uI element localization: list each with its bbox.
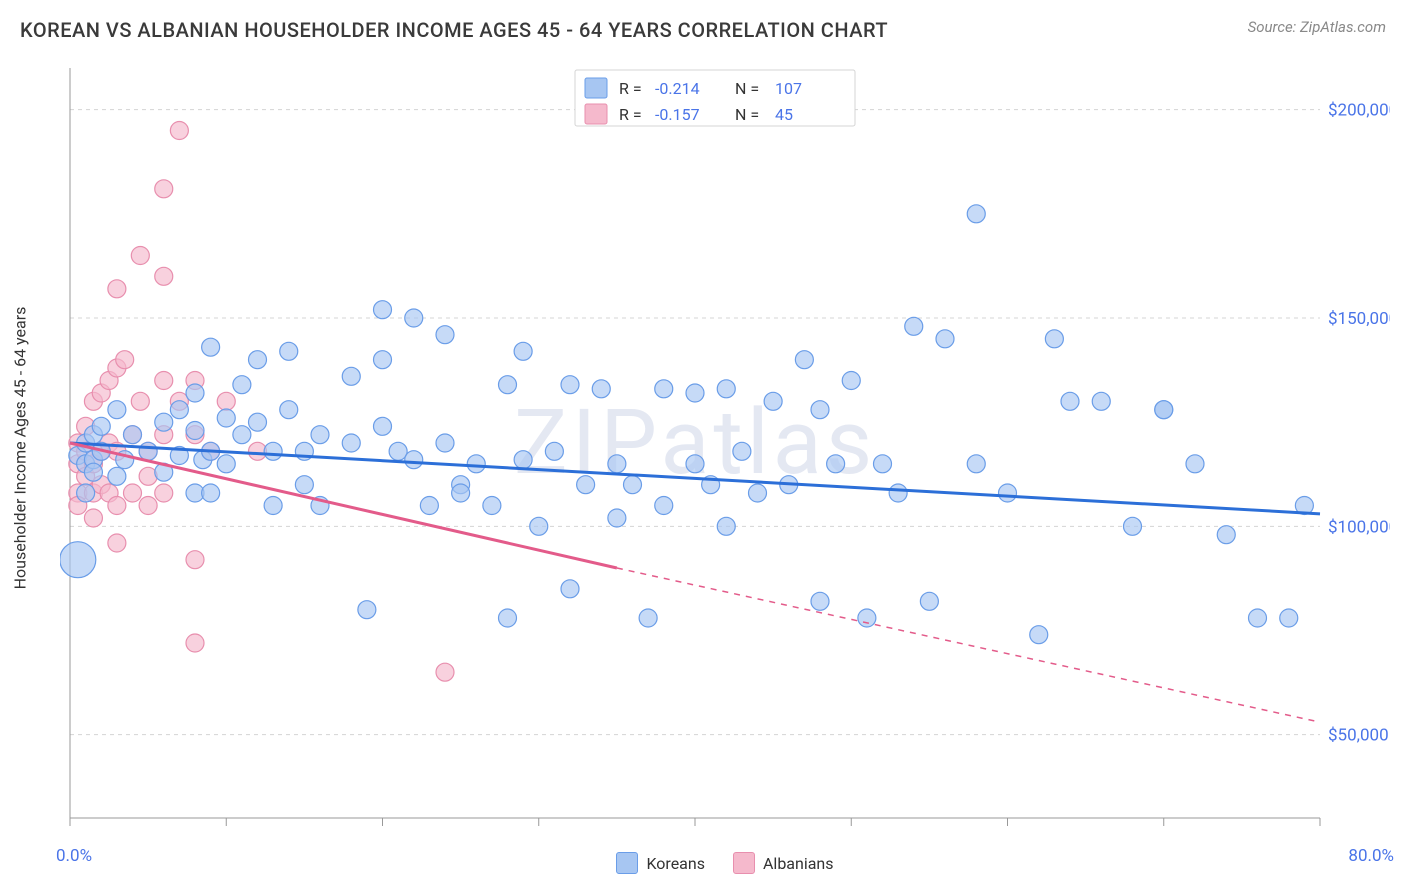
legend-label: Koreans [646, 854, 705, 873]
source-attribution: Source: ZipAtlas.com [1248, 18, 1386, 36]
legend-label: Albanians [763, 854, 834, 873]
legend-swatch-koreans [616, 852, 638, 874]
chart-title: KOREAN VS ALBANIAN HOUSEHOLDER INCOME AG… [20, 18, 888, 42]
svg-text:R =: R = [619, 105, 642, 124]
legend-item-koreans: Koreans [616, 852, 705, 874]
series-legend: Koreans Albanians [60, 852, 1390, 874]
legend-item-albanians: Albanians [733, 852, 834, 874]
y-axis-label: Householder Income Ages 45 - 64 years [11, 307, 30, 590]
svg-text:N =: N = [735, 105, 759, 124]
svg-text:R =: R = [619, 79, 642, 98]
svg-text:107: 107 [775, 79, 802, 98]
scatter-chart: $50,000$100,000$150,000$200,000ZIPatlasR… [60, 58, 1390, 838]
svg-text:-0.157: -0.157 [655, 105, 700, 124]
svg-text:N =: N = [735, 79, 759, 98]
chart-area: Householder Income Ages 45 - 64 years $5… [60, 58, 1390, 838]
svg-text:-0.214: -0.214 [655, 79, 700, 98]
svg-text:$50,000: $50,000 [1328, 726, 1389, 746]
svg-text:$150,000: $150,000 [1328, 309, 1390, 329]
legend-swatch-albanians [733, 852, 755, 874]
svg-text:45: 45 [775, 105, 793, 124]
svg-text:$200,000: $200,000 [1328, 101, 1390, 121]
svg-text:$100,000: $100,000 [1328, 517, 1390, 537]
